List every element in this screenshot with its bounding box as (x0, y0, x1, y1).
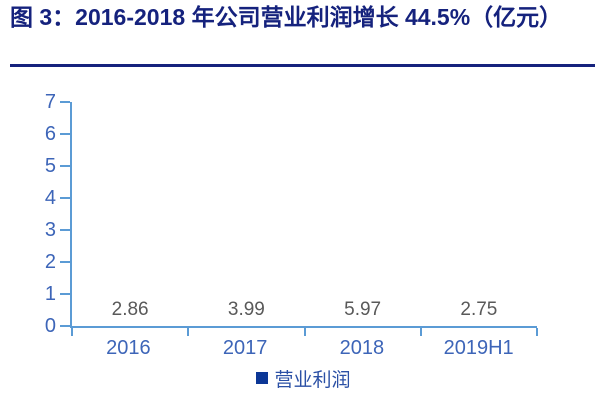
y-axis-tick (60, 197, 70, 199)
bar-value-label: 5.97 (344, 299, 382, 320)
y-axis-tick (60, 101, 70, 103)
y-axis-label: 7 (44, 91, 56, 113)
bar-group-2018: 5.97 (305, 102, 421, 326)
x-axis-label-2017: 2017 (222, 337, 268, 359)
figure-title: 图 3：2016-2018 年公司营业利润增长 44.5%（亿元） (10, 4, 563, 30)
y-axis-label: 3 (44, 219, 56, 242)
y-axis-label: 1 (44, 283, 56, 306)
y-axis-tick (60, 293, 70, 296)
plot-area: 0 1 2 3 4 5 6 7 (45, 91, 538, 337)
x-axis-tick (187, 328, 190, 336)
bar-group-2017: 3.99 (188, 102, 304, 326)
y-axis-tick (60, 261, 70, 264)
y-axis-tick (60, 229, 70, 232)
y-axis-label: 6 (44, 123, 56, 145)
y-axis-tick (60, 165, 70, 167)
x-axis-tick (71, 328, 73, 336)
bar-group-2019h1: 2.75 (421, 102, 537, 326)
x-axis-tick (536, 328, 538, 336)
y-axis-label: 0 (44, 315, 56, 337)
x-axis-label-2019h1: 2019H1 (443, 337, 514, 359)
y-axis-tick (60, 325, 70, 327)
bar-value-label: 2.75 (460, 299, 498, 320)
x-axis-labels: 2016 2017 2018 2019H1 (70, 337, 537, 360)
bar-value-label: 2.86 (111, 299, 149, 320)
y-axis-label: 5 (44, 155, 56, 177)
x-axis-tick (419, 328, 422, 336)
x-axis-label-2016: 2016 (106, 337, 151, 359)
bar-series: 2.86 3.99 5.97 2.75 (72, 102, 537, 326)
x-axis-label-2018: 2018 (339, 337, 385, 359)
y-axis-tick (60, 133, 70, 135)
y-axis-label: 2 (44, 251, 56, 274)
bar-group-2016: 2.86 (72, 102, 188, 326)
title-underline-rule (10, 64, 595, 67)
bar-value-label: 3.99 (227, 299, 265, 320)
legend-swatch-icon (256, 372, 269, 384)
legend: 营业利润 (70, 367, 537, 391)
legend-label: 营业利润 (274, 369, 351, 391)
x-axis-tick (303, 328, 306, 336)
y-axis-label: 4 (44, 187, 56, 209)
